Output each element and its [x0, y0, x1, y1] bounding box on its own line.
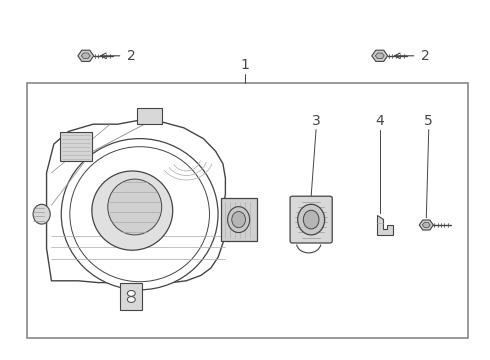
Polygon shape	[372, 50, 388, 62]
Text: 5: 5	[424, 114, 433, 128]
Ellipse shape	[33, 204, 50, 224]
Text: 4: 4	[375, 114, 384, 128]
FancyBboxPatch shape	[290, 196, 332, 243]
Bar	[27, 83, 468, 338]
Text: 3: 3	[312, 114, 320, 128]
Ellipse shape	[92, 171, 172, 250]
Ellipse shape	[227, 207, 249, 233]
Text: 2: 2	[127, 49, 136, 63]
Polygon shape	[47, 121, 255, 283]
Ellipse shape	[61, 139, 218, 290]
Polygon shape	[422, 222, 430, 228]
Polygon shape	[81, 53, 90, 59]
Polygon shape	[375, 53, 384, 59]
FancyBboxPatch shape	[220, 198, 257, 241]
Circle shape	[127, 291, 135, 296]
Ellipse shape	[303, 210, 319, 229]
Polygon shape	[419, 220, 433, 230]
Text: 1: 1	[241, 58, 249, 72]
Ellipse shape	[70, 147, 210, 282]
Ellipse shape	[297, 204, 325, 235]
FancyBboxPatch shape	[60, 132, 92, 161]
Text: 2: 2	[421, 49, 430, 63]
Polygon shape	[377, 215, 393, 235]
Circle shape	[127, 297, 135, 302]
Polygon shape	[78, 50, 94, 62]
Ellipse shape	[108, 179, 162, 235]
Bar	[137, 108, 162, 124]
Ellipse shape	[232, 211, 245, 228]
Bar	[120, 283, 142, 310]
